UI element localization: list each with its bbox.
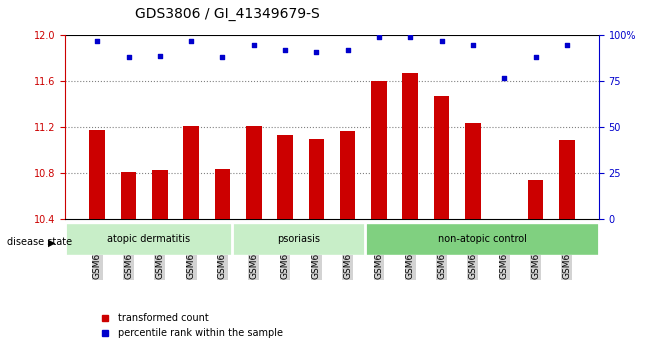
FancyBboxPatch shape: [65, 223, 232, 255]
Bar: [152, 170, 168, 219]
Bar: [371, 81, 387, 219]
Legend: transformed count, percentile rank within the sample: transformed count, percentile rank withi…: [96, 309, 287, 342]
Bar: [340, 131, 355, 219]
Bar: [120, 172, 136, 219]
Point: [342, 47, 353, 53]
Text: ▶: ▶: [48, 238, 55, 247]
Bar: [465, 123, 480, 219]
Point: [467, 42, 478, 47]
Point: [562, 42, 572, 47]
Point: [186, 38, 197, 44]
Point: [249, 42, 259, 47]
Point: [499, 75, 510, 81]
Point: [405, 34, 415, 40]
Point: [280, 47, 290, 53]
Point: [311, 49, 322, 55]
Text: disease state: disease state: [7, 238, 72, 247]
Bar: [434, 96, 449, 219]
Point: [154, 53, 165, 58]
Point: [123, 55, 133, 60]
Text: GDS3806 / GI_41349679-S: GDS3806 / GI_41349679-S: [135, 7, 320, 21]
FancyBboxPatch shape: [232, 223, 365, 255]
Point: [374, 34, 384, 40]
Point: [436, 38, 447, 44]
Point: [531, 55, 541, 60]
Bar: [309, 139, 324, 219]
Point: [217, 55, 228, 60]
Bar: [559, 140, 575, 219]
Bar: [215, 169, 230, 219]
Bar: [89, 130, 105, 219]
Bar: [402, 73, 418, 219]
Point: [92, 38, 102, 44]
Bar: [528, 181, 544, 219]
Text: non-atopic control: non-atopic control: [437, 234, 527, 244]
Bar: [246, 126, 262, 219]
Bar: [184, 126, 199, 219]
Text: atopic dermatitis: atopic dermatitis: [107, 234, 190, 244]
Text: psoriasis: psoriasis: [277, 234, 320, 244]
Bar: [277, 136, 293, 219]
FancyBboxPatch shape: [365, 223, 599, 255]
